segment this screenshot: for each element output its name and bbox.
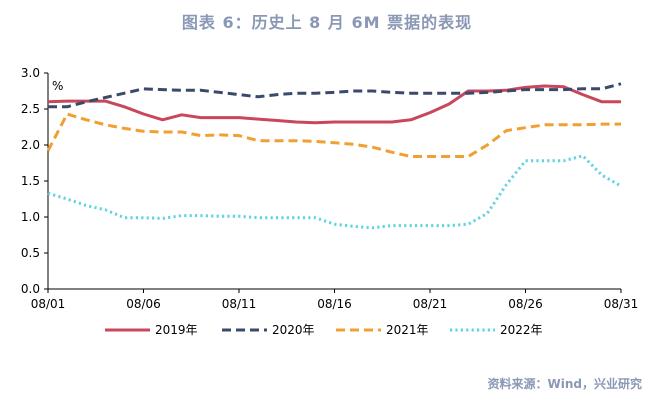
series-line-2019年 xyxy=(47,84,621,125)
series-line-2022年 xyxy=(47,154,622,230)
x-tick-label: 08/06 xyxy=(126,297,161,311)
y-tick-label: 1.5 xyxy=(21,174,40,188)
x-tick-label: 08/26 xyxy=(508,297,543,311)
x-tick-label: 08/01 xyxy=(31,297,66,311)
legend-label: 2020年 xyxy=(272,323,315,337)
x-tick-labels: 08/01 08/06 08/11 08/16 08/21 08/26 08/31 xyxy=(31,297,639,311)
y-tick-label: 0.0 xyxy=(21,282,40,296)
legend: 2019年 2020年 2021年 2022年 xyxy=(105,323,543,337)
y-tick-label: 0.5 xyxy=(21,246,40,260)
series-line-2020年 xyxy=(48,82,622,109)
y-tick-labels: 0.0 0.5 1.0 1.5 2.0 2.5 3.0 xyxy=(21,66,40,296)
x-tick-label: 08/21 xyxy=(413,297,448,311)
y-tick-label: 3.0 xyxy=(21,66,40,80)
legend-label: 2022年 xyxy=(500,323,543,337)
y-axis-unit: % xyxy=(52,79,63,93)
x-tick-label: 08/11 xyxy=(222,297,257,311)
y-tick-label: 1.0 xyxy=(21,210,40,224)
legend-label: 2019年 xyxy=(155,323,198,337)
y-tick-label: 2.0 xyxy=(21,138,40,152)
series-line-2021年 xyxy=(46,112,621,158)
y-tick-label: 2.5 xyxy=(21,102,40,116)
x-tick-label: 08/31 xyxy=(604,297,639,311)
series-group xyxy=(46,82,622,230)
chart-title: 图表 6：历史上 8 月 6M 票据的表现 xyxy=(181,13,473,32)
legend-label: 2021年 xyxy=(386,323,429,337)
x-tick-label: 08/16 xyxy=(317,297,352,311)
axes xyxy=(44,72,622,293)
source-note: 资料来源：Wind，兴业研究 xyxy=(487,377,642,391)
